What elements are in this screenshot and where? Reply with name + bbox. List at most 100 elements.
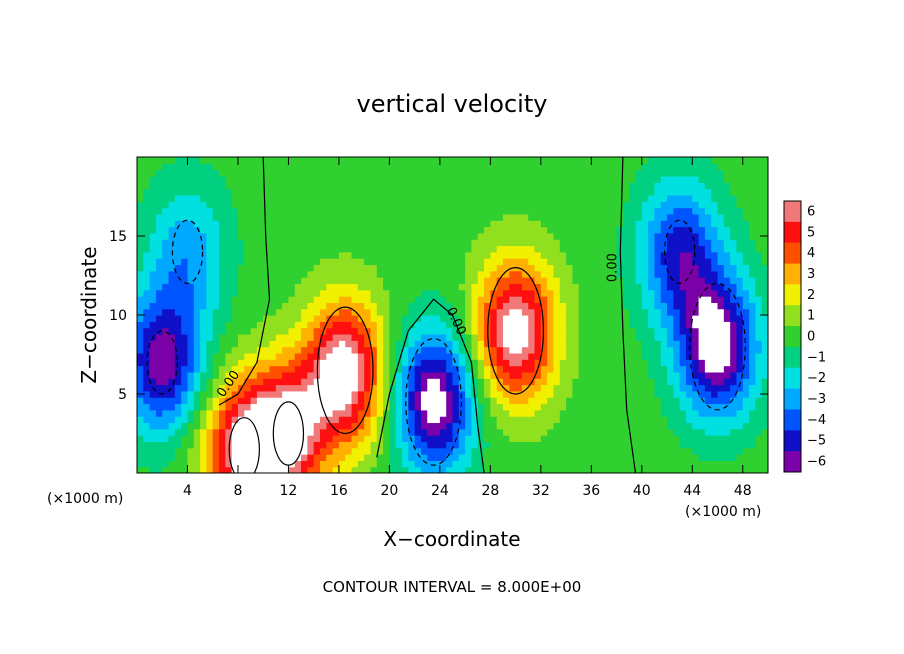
field-cell bbox=[244, 454, 252, 461]
field-cell bbox=[187, 201, 195, 209]
field-cell bbox=[446, 251, 454, 259]
field-cell bbox=[761, 163, 768, 171]
field-cell bbox=[200, 390, 208, 398]
field-cell bbox=[414, 422, 422, 430]
field-cell bbox=[736, 302, 744, 310]
field-cell bbox=[168, 384, 176, 392]
field-cell bbox=[465, 460, 473, 468]
field-cell bbox=[332, 346, 340, 354]
field-cell bbox=[231, 182, 239, 190]
field-cell bbox=[755, 245, 763, 253]
field-cell bbox=[673, 169, 681, 177]
field-cell bbox=[275, 258, 283, 266]
field-cell bbox=[288, 289, 296, 297]
field-cell bbox=[282, 352, 290, 360]
field-cell bbox=[383, 258, 390, 266]
field-cell bbox=[496, 315, 504, 322]
field-cell bbox=[736, 169, 744, 177]
field-cell bbox=[263, 157, 271, 164]
field-cell bbox=[149, 182, 157, 190]
field-cell bbox=[553, 207, 561, 215]
field-cell bbox=[357, 251, 365, 259]
field-cell bbox=[458, 163, 466, 171]
field-cell bbox=[603, 384, 611, 392]
field-cell bbox=[654, 220, 662, 228]
field-cell bbox=[603, 403, 611, 411]
field-cell bbox=[326, 441, 334, 449]
field-cell bbox=[553, 378, 561, 386]
field-cell bbox=[673, 365, 681, 373]
field-cell bbox=[269, 327, 277, 335]
field-cell bbox=[414, 169, 422, 177]
field-cell bbox=[597, 327, 605, 335]
field-cell bbox=[414, 409, 422, 417]
field-cell bbox=[395, 169, 403, 177]
field-cell bbox=[635, 403, 643, 411]
field-cell bbox=[256, 296, 264, 303]
field-cell bbox=[282, 182, 290, 190]
field-cell bbox=[761, 371, 768, 379]
field-cell bbox=[168, 397, 176, 405]
field-cell bbox=[635, 258, 643, 266]
field-cell bbox=[212, 157, 220, 164]
field-cell bbox=[364, 315, 372, 322]
field-cell bbox=[490, 188, 498, 196]
field-cell bbox=[534, 188, 542, 196]
field-cell bbox=[572, 378, 580, 386]
field-cell bbox=[679, 321, 687, 329]
field-cell bbox=[225, 346, 233, 354]
field-cell bbox=[484, 466, 491, 473]
field-cell bbox=[465, 163, 473, 171]
field-cell bbox=[162, 327, 170, 335]
field-cell bbox=[219, 169, 226, 177]
field-cell bbox=[389, 340, 397, 348]
field-cell bbox=[610, 258, 618, 266]
field-cell bbox=[433, 201, 441, 209]
field-cell bbox=[193, 466, 201, 473]
field-cell bbox=[408, 289, 416, 297]
field-cell bbox=[414, 384, 422, 392]
field-cell bbox=[389, 277, 397, 284]
field-cell bbox=[288, 308, 296, 316]
field-cell bbox=[521, 220, 529, 228]
field-cell bbox=[256, 226, 264, 234]
field-cell bbox=[711, 232, 719, 240]
field-cell bbox=[761, 397, 768, 405]
field-cell bbox=[698, 296, 706, 303]
field-cell bbox=[755, 384, 763, 392]
field-cell bbox=[761, 454, 768, 461]
field-cell bbox=[471, 188, 479, 196]
field-cell bbox=[641, 333, 649, 341]
field-cell bbox=[704, 226, 712, 234]
field-cell bbox=[237, 422, 245, 430]
field-cell bbox=[168, 302, 176, 310]
field-cell bbox=[294, 264, 302, 272]
field-cell bbox=[301, 390, 308, 398]
field-cell bbox=[572, 416, 580, 424]
field-cell bbox=[433, 207, 441, 215]
field-cell bbox=[610, 422, 618, 430]
field-cell bbox=[206, 283, 214, 291]
field-cell bbox=[263, 302, 271, 310]
field-cell bbox=[187, 157, 195, 164]
field-cell bbox=[761, 258, 768, 266]
field-cell bbox=[326, 270, 334, 278]
field-cell bbox=[578, 308, 586, 316]
field-cell bbox=[591, 340, 599, 348]
field-cell bbox=[446, 194, 454, 202]
field-cell bbox=[692, 409, 700, 417]
field-cell bbox=[376, 422, 384, 430]
field-cell bbox=[761, 201, 768, 209]
field-cell bbox=[742, 175, 750, 183]
field-cell bbox=[547, 460, 555, 468]
field-cell bbox=[231, 277, 239, 284]
field-cell bbox=[547, 390, 555, 398]
field-cell bbox=[395, 340, 403, 348]
field-cell bbox=[635, 239, 643, 247]
field-cell bbox=[181, 188, 189, 196]
field-cell bbox=[181, 435, 189, 442]
field-cell bbox=[654, 346, 662, 354]
field-cell bbox=[187, 371, 195, 379]
field-cell bbox=[383, 333, 390, 341]
field-cell bbox=[749, 175, 756, 183]
